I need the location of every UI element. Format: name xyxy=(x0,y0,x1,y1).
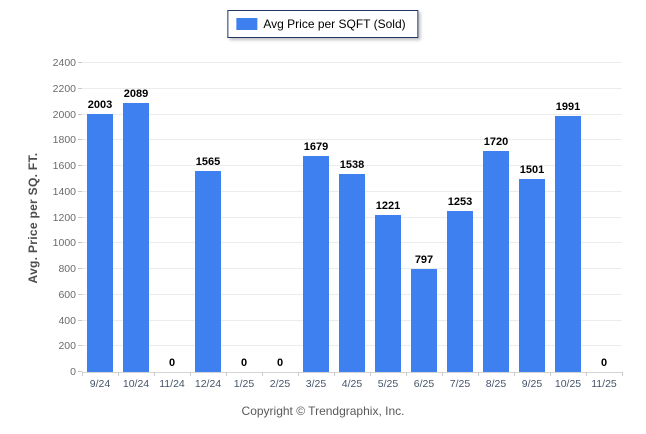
x-axis-line xyxy=(82,372,622,373)
x-tick-mark xyxy=(226,372,227,376)
bar-3/25 xyxy=(303,156,329,372)
bar-value-label: 1253 xyxy=(447,196,473,208)
bar-value-label: 1538 xyxy=(339,159,365,171)
bar-value-label: 1720 xyxy=(483,136,509,148)
bar-value-label: 0 xyxy=(600,357,608,369)
y-tick-mark xyxy=(78,345,82,347)
copyright-text: Copyright © Trendgraphix, Inc. xyxy=(241,404,405,418)
y-tick-label: 1800 xyxy=(52,134,76,147)
bar-value-label: 0 xyxy=(276,357,284,369)
bar-value-label: 1221 xyxy=(375,200,401,212)
y-tick-mark xyxy=(78,190,82,192)
legend: Avg Price per SQFT (Sold) xyxy=(227,10,419,38)
x-tick-mark xyxy=(550,372,551,376)
x-tick-mark xyxy=(334,372,335,376)
y-tick-mark xyxy=(78,268,82,269)
x-tick-mark xyxy=(586,372,587,376)
x-tick-mark xyxy=(298,372,299,376)
x-tick-mark xyxy=(370,372,371,376)
y-tick-label: 1200 xyxy=(52,211,76,224)
gridline xyxy=(82,87,622,89)
x-tick-mark xyxy=(262,372,263,376)
x-tick-label: 12/24 xyxy=(194,378,222,390)
x-tick-label: 5/25 xyxy=(377,378,399,390)
y-tick-mark xyxy=(78,113,82,115)
bar-9/25 xyxy=(519,179,545,372)
bar-6/25 xyxy=(411,269,437,372)
bar-value-label: 1501 xyxy=(519,164,545,176)
legend-label: Avg Price per SQFT (Sold) xyxy=(263,17,406,31)
x-tick-label: 6/25 xyxy=(413,378,435,390)
x-tick-mark xyxy=(190,372,191,376)
x-tick-mark xyxy=(406,372,407,376)
bar-5/25 xyxy=(375,215,401,372)
bar-value-label: 0 xyxy=(168,357,176,369)
bar-value-label: 2003 xyxy=(87,99,113,111)
y-tick-mark xyxy=(78,87,82,89)
bar-value-label: 2089 xyxy=(123,88,149,100)
x-tick-label: 2/25 xyxy=(269,378,291,390)
bar-7/25 xyxy=(447,211,473,372)
x-tick-mark xyxy=(118,372,119,376)
y-tick-label: 1400 xyxy=(52,185,76,198)
y-tick-mark xyxy=(78,165,82,166)
y-tick-mark xyxy=(78,216,82,218)
bar-value-label: 0 xyxy=(240,357,248,369)
bar-4/25 xyxy=(339,174,365,372)
gridline xyxy=(82,139,622,141)
legend-swatch-icon xyxy=(236,18,258,30)
bar-value-label: 797 xyxy=(414,254,434,266)
y-axis-title: Avg. Price per SQ. FT. xyxy=(26,152,40,284)
bar-9/24 xyxy=(87,114,113,372)
x-tick-label: 11/25 xyxy=(591,378,617,390)
x-tick-mark xyxy=(514,372,515,376)
y-tick-label: 2400 xyxy=(52,57,76,69)
bar-10/25 xyxy=(555,116,581,372)
bar-value-label: 1991 xyxy=(555,101,581,113)
x-tick-label: 7/25 xyxy=(449,378,471,390)
y-tick-label: 1000 xyxy=(52,237,76,250)
x-tick-mark xyxy=(442,372,443,376)
x-tick-label: 3/25 xyxy=(305,378,327,390)
y-tick-mark xyxy=(78,319,82,321)
x-tick-mark xyxy=(622,372,623,376)
x-tick-label: 9/24 xyxy=(89,378,111,390)
x-axis-labels: 9/24 10/24 11/24 12/24 1/25 2/25 3/25 4/25 5/25 6… xyxy=(82,378,622,392)
y-tick-label: 800 xyxy=(58,263,76,275)
y-tick-label: 400 xyxy=(58,314,76,327)
y-tick-label: 2000 xyxy=(52,108,76,121)
bar-value-label: 1565 xyxy=(195,156,221,168)
y-tick-label: 200 xyxy=(58,340,76,353)
y-tick-mark xyxy=(78,139,82,141)
y-tick-label: 0 xyxy=(70,366,76,378)
plot-area: 2003 2089 0 1565 0 0 1679 1538 1221 797 1253 1720 15… xyxy=(82,62,623,376)
y-tick-label: 2200 xyxy=(52,82,76,95)
x-tick-mark xyxy=(154,372,155,376)
x-tick-label: 11/24 xyxy=(159,378,185,390)
y-tick-mark xyxy=(78,242,82,244)
x-tick-label: 10/24 xyxy=(122,378,150,390)
y-tick-label: 1600 xyxy=(52,160,76,172)
x-tick-mark xyxy=(82,372,83,376)
x-tick-label: 4/25 xyxy=(341,378,363,390)
y-tick-label: 600 xyxy=(58,288,76,301)
x-tick-label: 1/25 xyxy=(233,378,255,390)
x-tick-label: 10/25 xyxy=(554,378,582,390)
gridline xyxy=(82,62,622,63)
y-tick-mark xyxy=(78,62,82,63)
x-tick-label: 9/25 xyxy=(521,378,543,390)
bar-value-label: 1679 xyxy=(303,141,329,153)
gridline xyxy=(82,113,622,115)
gridline xyxy=(82,165,622,166)
bar-8/25 xyxy=(483,151,509,372)
y-tick-mark xyxy=(78,371,82,372)
y-tick-mark xyxy=(78,293,82,295)
bar-10/24 xyxy=(123,103,149,372)
bar-12/24 xyxy=(195,171,221,372)
x-tick-mark xyxy=(478,372,479,376)
x-tick-label: 8/25 xyxy=(485,378,507,390)
